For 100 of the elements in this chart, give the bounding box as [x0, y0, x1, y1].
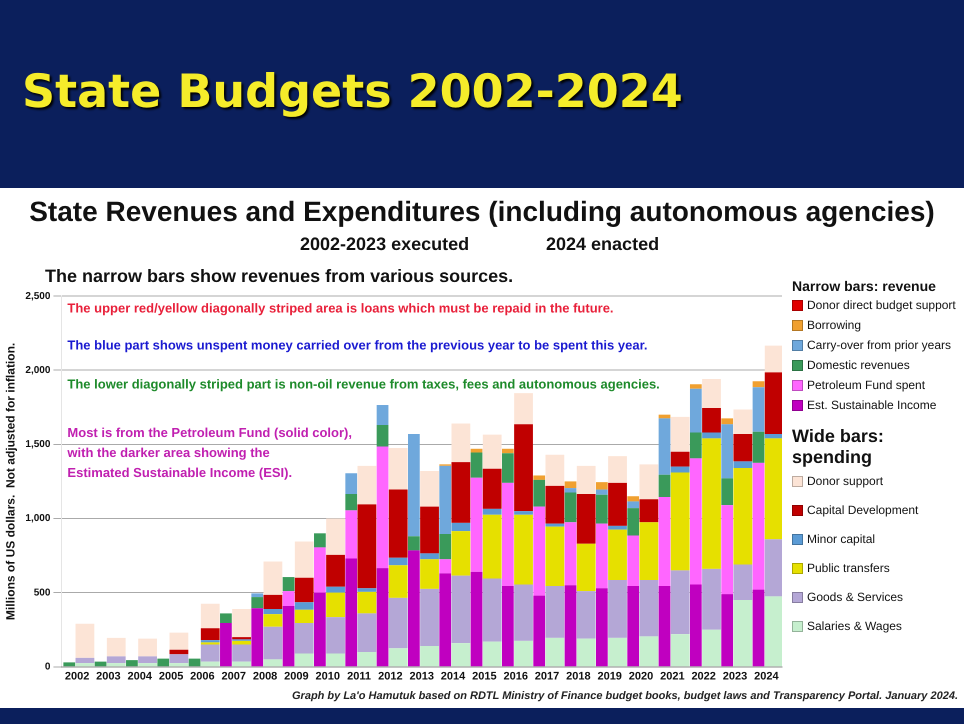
bar [502, 453, 514, 483]
bar [576, 544, 596, 592]
bar [76, 658, 94, 664]
y-tick-label: 2,500 [25, 290, 51, 302]
bar [721, 505, 734, 594]
bar [170, 654, 188, 664]
bar [721, 478, 734, 506]
bar [408, 550, 420, 666]
bar [357, 652, 376, 666]
y-tick-label: 500 [34, 587, 51, 598]
bar [639, 499, 658, 522]
bar [357, 592, 376, 614]
x-tick-label: 2024 [754, 670, 780, 682]
bar [408, 434, 420, 536]
bar [294, 541, 314, 578]
bar [627, 496, 640, 502]
bar [470, 478, 482, 572]
bar [294, 623, 314, 654]
bar [514, 424, 533, 512]
bar [439, 559, 452, 574]
legend-label: Public transfers [807, 561, 890, 575]
legend-label: Domestic revenues [807, 358, 910, 372]
bar [690, 388, 702, 432]
bar [314, 592, 326, 666]
bar [482, 578, 502, 642]
bar [408, 536, 420, 550]
annotation: The blue part shows unspent money carried over from the previous year to be spent this year. [67, 338, 648, 353]
bar [658, 418, 670, 475]
x-tick-label: 2015 [472, 670, 497, 682]
bar [533, 596, 546, 666]
bar [702, 408, 721, 432]
bar [658, 586, 670, 666]
x-tick-label: 2022 [691, 670, 716, 682]
bar [294, 653, 314, 666]
bar [502, 586, 514, 666]
bar [596, 524, 608, 588]
bar [345, 494, 358, 510]
bar [702, 379, 721, 408]
bar [502, 482, 514, 586]
bar [420, 506, 439, 554]
bar [608, 456, 627, 483]
bar [420, 471, 439, 507]
bar [357, 613, 376, 652]
bar [326, 554, 345, 587]
text: Graph by La'o Hamutuk based on RDTL Ministry of Finance budget books, budget laws and Transparency Portal. January 2024. [292, 690, 958, 702]
bar [94, 662, 106, 666]
bar [514, 514, 533, 584]
y-axis-title: Millions of US dollars. Not adjusted for inflation. [4, 342, 18, 620]
bar [63, 662, 76, 666]
bar [752, 381, 764, 388]
bar [702, 438, 721, 569]
bar [639, 580, 658, 636]
x-tick-label: 2003 [96, 670, 121, 682]
bar [264, 659, 282, 666]
bar [345, 510, 358, 559]
bar [627, 501, 640, 508]
chart-title: State Budgets 2002-2024 [22, 64, 683, 118]
text: Narrow bars: revenue [792, 278, 936, 294]
bar [752, 590, 764, 666]
bar [451, 462, 470, 523]
bar [106, 638, 126, 656]
bar [76, 624, 94, 658]
bar [345, 473, 358, 494]
bar [220, 613, 232, 624]
bar [690, 432, 702, 458]
x-tick-label: 2019 [597, 670, 622, 682]
bar [470, 452, 482, 478]
bar [420, 588, 439, 646]
bar [376, 568, 388, 666]
x-tick-label: 2010 [315, 670, 340, 682]
bar [200, 604, 220, 628]
x-tick-label: 2012 [378, 670, 403, 682]
bar [388, 558, 408, 566]
bar [388, 598, 408, 648]
bar [451, 424, 470, 462]
bar [282, 577, 294, 592]
bar [733, 461, 752, 468]
bar [670, 634, 690, 666]
bar [451, 522, 470, 532]
x-tick-label: 2020 [628, 670, 654, 682]
legend-label: Donor direct budget support [807, 298, 956, 312]
bar [420, 553, 439, 560]
bar [702, 432, 721, 438]
bar [627, 536, 640, 586]
bar [482, 468, 502, 509]
bar [138, 663, 157, 666]
bar [639, 636, 658, 666]
bar [326, 518, 345, 555]
bar [670, 466, 690, 472]
bar [733, 600, 752, 666]
bar [721, 424, 734, 478]
bar [670, 570, 690, 634]
bar [608, 580, 627, 638]
bar [514, 511, 533, 515]
legend-label: Capital Development [807, 503, 918, 517]
bar [670, 452, 690, 467]
bar [482, 514, 502, 579]
bar [752, 387, 764, 432]
text: Wide bars: spending [792, 426, 884, 467]
bar [533, 506, 546, 596]
